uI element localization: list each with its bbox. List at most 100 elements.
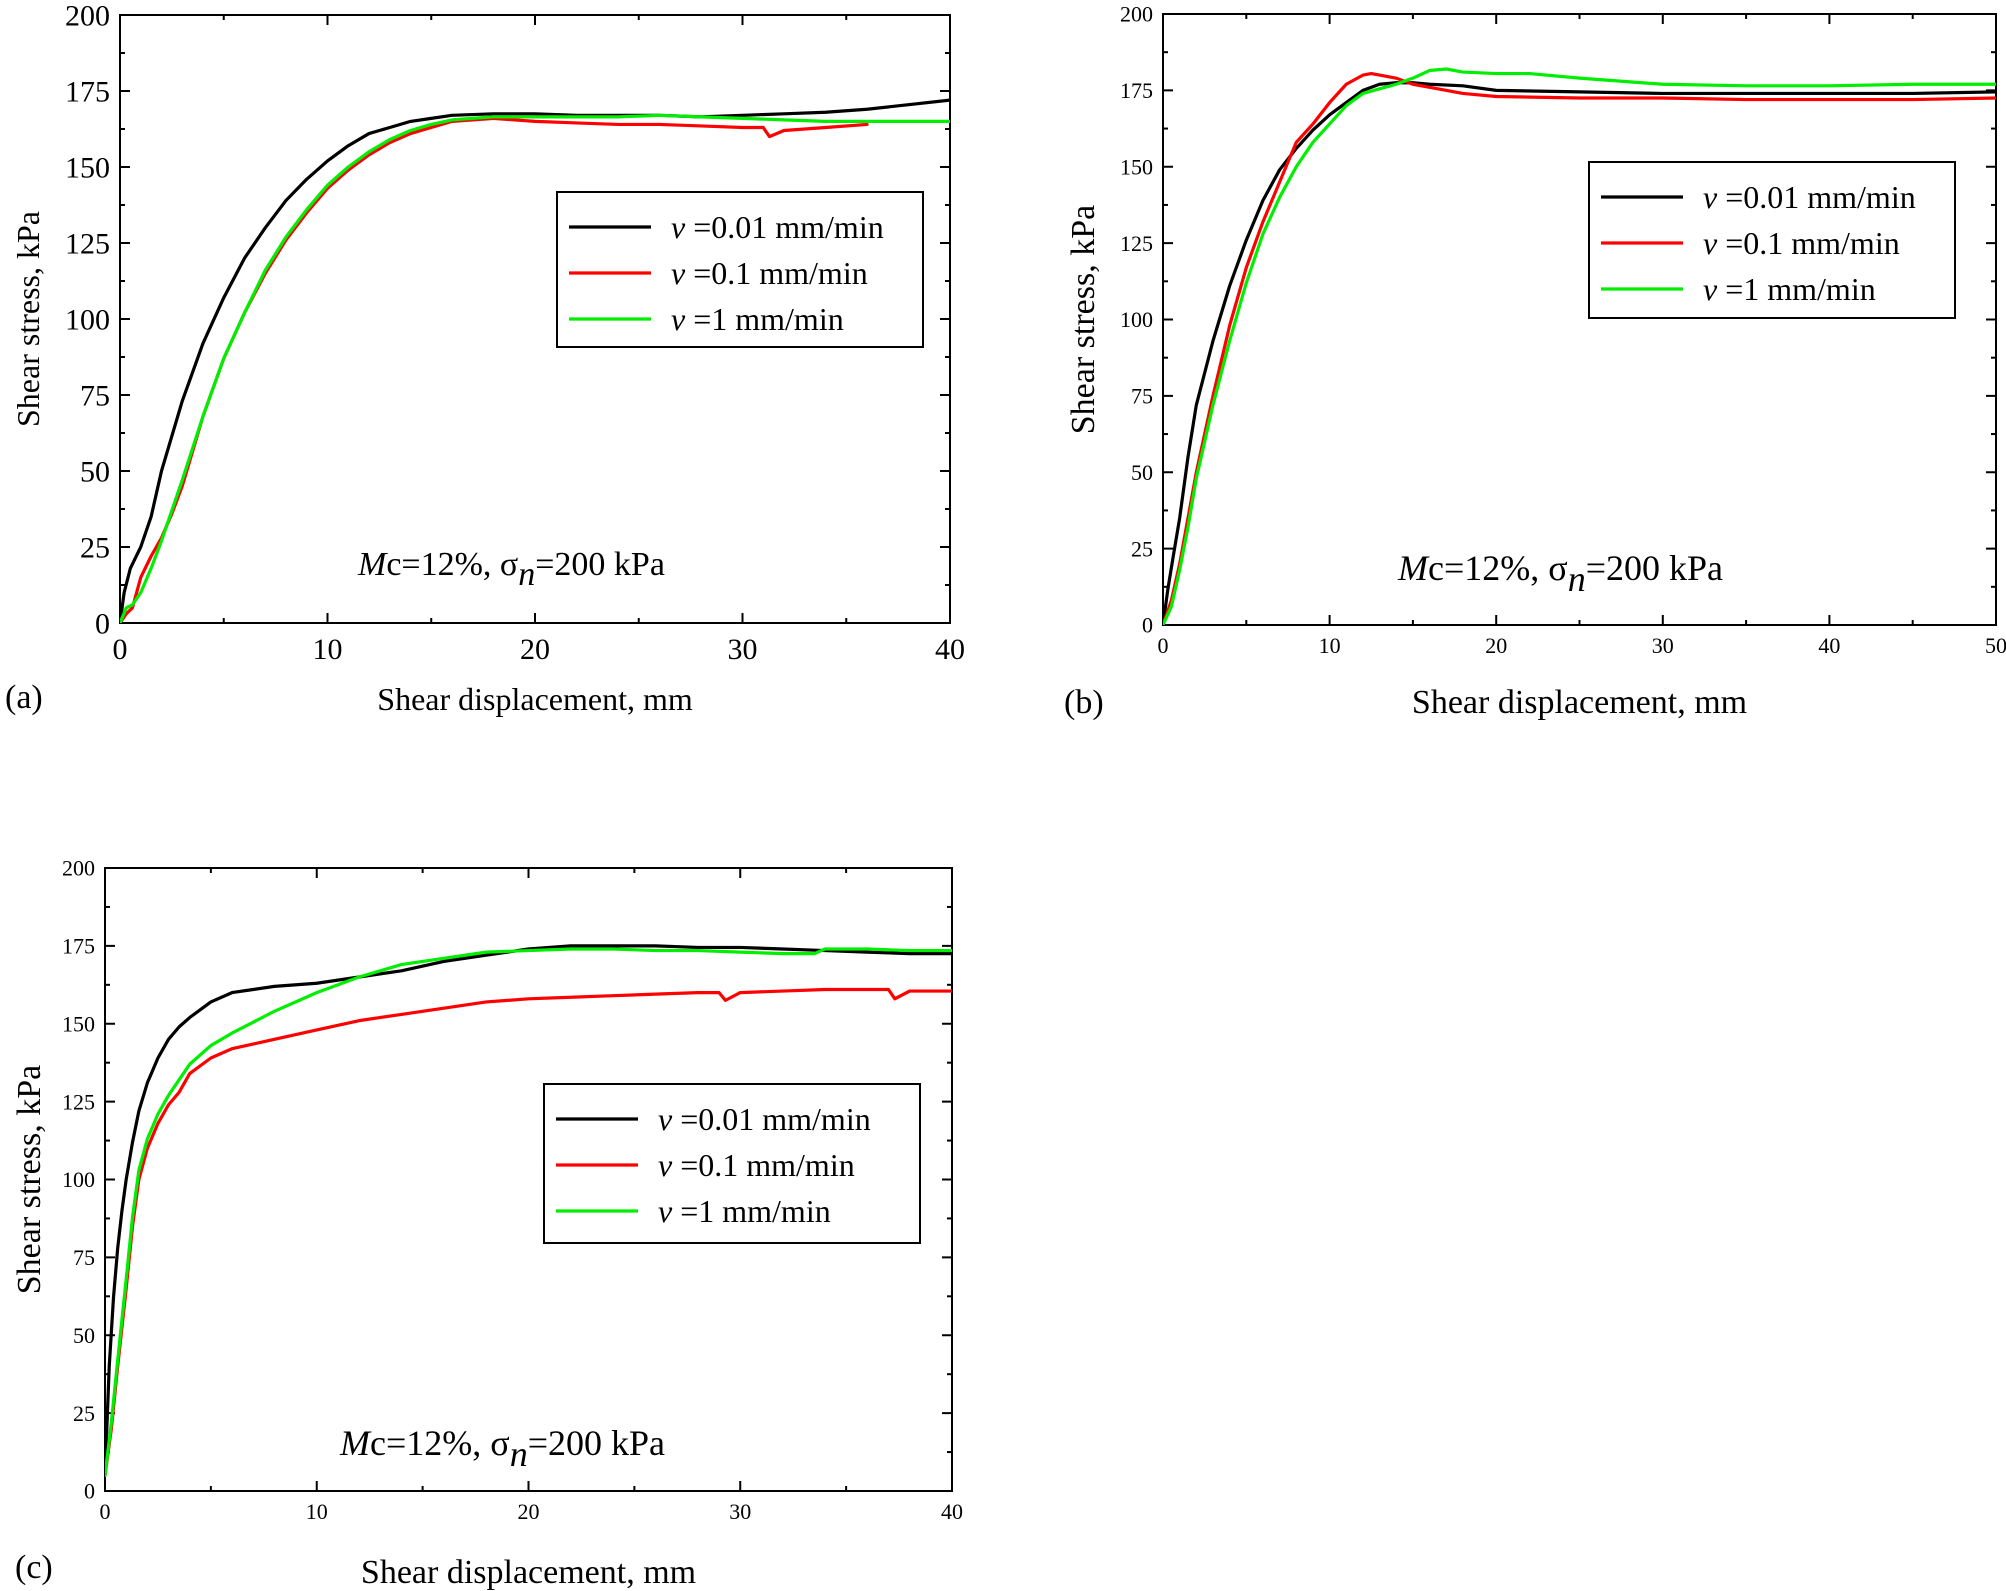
chart-a-x-tick-label: 0: [113, 633, 128, 666]
chart-b-legend-rate: =1 mm/min: [1717, 271, 1876, 307]
chart-b-y-tick-label: 50: [1131, 460, 1153, 485]
chart-c-y-tick-label: 175: [62, 934, 95, 959]
chart-a-y-tick-label: 100: [65, 304, 110, 337]
chart-b-x-axis-title: Shear displacement, mm: [1412, 684, 1747, 721]
chart-b-y-tick-label: 175: [1120, 78, 1153, 103]
chart-b-series-line-3: [1163, 67, 1996, 625]
chart-c-legend-var: v: [658, 1147, 673, 1183]
chart-c-panel-label: (c): [15, 1549, 53, 1586]
chart-a-x-tick-label: 20: [520, 633, 550, 666]
chart-c-x-tick-label: 0: [100, 1499, 111, 1524]
chart-c-series-group: [105, 944, 952, 1478]
chart-a-x-axis-title: Shear displacement, mm: [377, 681, 693, 717]
chart-b-y-tick-label: 150: [1120, 154, 1153, 179]
chart-a-legend-rate: =0.1 mm/min: [685, 255, 868, 291]
chart-c-x-axis-title: Shear displacement, mm: [361, 1554, 696, 1591]
chart-a-series-group: [120, 98, 950, 623]
chart-c-legend-var: v: [658, 1193, 673, 1229]
chart-b-legend-rate: =0.1 mm/min: [1717, 225, 1900, 261]
chart-c-legend-label-2: v =0.1 mm/min: [658, 1147, 855, 1183]
chart-c-y-tick-label: 150: [62, 1011, 95, 1036]
chart-c-y-axis-title: Shear stress, kPa: [11, 1065, 48, 1294]
chart-a-annotation-part: n: [518, 556, 535, 593]
chart-b-annotation-part: =200 kPa: [1586, 548, 1723, 588]
chart-a-series-line-1: [120, 98, 950, 623]
chart-b-plot-frame: [1162, 13, 1997, 626]
chart-b-panel-label: (b): [1064, 684, 1104, 721]
chart-c-x-tick-label: 30: [729, 1499, 751, 1524]
chart-c-legend-label-3: v =1 mm/min: [658, 1193, 831, 1229]
chart-a-series-line-3: [120, 113, 950, 623]
chart-c-annotation-part: =200 kPa: [528, 1423, 665, 1463]
chart-b-y-axis-title: Shear stress, kPa: [1065, 205, 1102, 434]
chart-b-x-tick-label: 10: [1319, 633, 1341, 658]
chart-a-legend-var: v: [671, 301, 686, 337]
chart-c-y-tick-label: 25: [73, 1401, 95, 1426]
chart-c-x-tick-label: 20: [518, 1499, 540, 1524]
chart-a-y-tick-label: 25: [80, 532, 110, 565]
chart-b-x-tick-label: 20: [1485, 633, 1507, 658]
chart-c-y-tick-label: 125: [62, 1089, 95, 1114]
chart-c-y-tick-label: 0: [84, 1479, 95, 1504]
chart-c-y-tick-label: 100: [62, 1167, 95, 1192]
chart-b-legend-label-2: v =0.1 mm/min: [1703, 225, 1900, 261]
chart-b-y-tick-label: 75: [1131, 384, 1153, 409]
chart-c-annotation: Mc=12%, σn=200 kPa: [339, 1423, 665, 1474]
chart-b-series-group: [1163, 67, 1996, 625]
chart-c-series-line-3: [105, 947, 952, 1478]
chart-c-y-tick-label: 200: [62, 856, 95, 881]
chart-b-legend-var: v: [1703, 271, 1718, 307]
chart-a-x-tick-label: 40: [935, 633, 965, 666]
chart-a-legend-box: [556, 191, 924, 348]
chart-c: 0 10 20 30 40 0 25 50 75 100 125 150 175 200 Shear dis…: [11, 856, 963, 1591]
chart-b-y-tick-label: 200: [1120, 2, 1153, 27]
chart-b-legend-var: v: [1703, 179, 1718, 215]
chart-b-x-tick-label: 0: [1158, 633, 1169, 658]
chart-b-y-tick-label: 25: [1131, 536, 1153, 561]
chart-b-annotation: Mc=12%, σn=200 kPa: [1397, 548, 1723, 599]
chart-b-y-tick-label: 0: [1142, 613, 1153, 638]
chart-c-legend-rate: =1 mm/min: [672, 1193, 831, 1229]
chart-c-legend-rate: =0.1 mm/min: [672, 1147, 855, 1183]
chart-b-series-line-1: [1163, 81, 1996, 625]
chart-a-y-tick-label: 175: [65, 76, 110, 109]
chart-b-legend-box: [1588, 161, 1956, 319]
chart-c-y-tick-label: 50: [73, 1323, 95, 1348]
chart-a-y-tick-label: 0: [95, 608, 110, 641]
chart-a-legend-rate: =0.01 mm/min: [685, 209, 884, 245]
chart-a-x-tick-label: 10: [313, 633, 343, 666]
chart-c-x-tick-label: 10: [306, 1499, 328, 1524]
chart-b-series-line-2: [1163, 71, 1996, 625]
chart-a-panel-label: (a): [5, 679, 43, 716]
chart-c-series-line-1: [105, 944, 952, 1478]
chart-a-annotation-part: c=12%, σ: [386, 546, 518, 583]
chart-b-legend-rate: =0.01 mm/min: [1717, 179, 1916, 215]
chart-c-series-line-2: [105, 987, 952, 1478]
chart-a-y-axis-title: Shear stress, kPa: [10, 211, 46, 427]
chart-b-annotation-part: n: [1568, 559, 1586, 599]
chart-b-y-tick-label: 100: [1120, 307, 1153, 332]
chart-a-annotation: Mc=12%, σn=200 kPa: [357, 546, 665, 593]
chart-a-y-tick-label: 50: [80, 456, 110, 489]
chart-c-x-tick-label: 40: [941, 1499, 963, 1524]
chart-b-x-tick-label: 40: [1818, 633, 1840, 658]
chart-a-x-tick-label: 30: [728, 633, 758, 666]
chart-c-annotation-part: n: [510, 1434, 528, 1474]
chart-c-legend-var: v: [658, 1101, 673, 1137]
chart-c-annotation-part: c=12%, σ: [370, 1423, 510, 1463]
chart-c-legend-rate: =0.01 mm/min: [672, 1101, 871, 1137]
chart-b-x-tick-label: 50: [1985, 633, 2006, 658]
chart-a-legend-label-3: v =1 mm/min: [671, 301, 844, 337]
chart-b-legend-label-1: v =0.01 mm/min: [1703, 179, 1916, 215]
chart-a-y-tick-label: 125: [65, 228, 110, 261]
chart-a-y-tick-label: 150: [65, 152, 110, 185]
chart-b-y-tick-label: 125: [1120, 231, 1153, 256]
chart-b-legend-var: v: [1703, 225, 1718, 261]
chart-b: 0 10 20 30 40 50 0 25 50 75 100 125 150 175 200 Shear d…: [1064, 2, 2006, 721]
chart-b-legend-label-3: v =1 mm/min: [1703, 271, 1876, 307]
chart-c-y-tick-label: 75: [73, 1245, 95, 1270]
chart-c-annotation-part: M: [339, 1423, 372, 1463]
chart-a-y-tick-label: 200: [65, 0, 110, 33]
chart-a-legend-var: v: [671, 209, 686, 245]
